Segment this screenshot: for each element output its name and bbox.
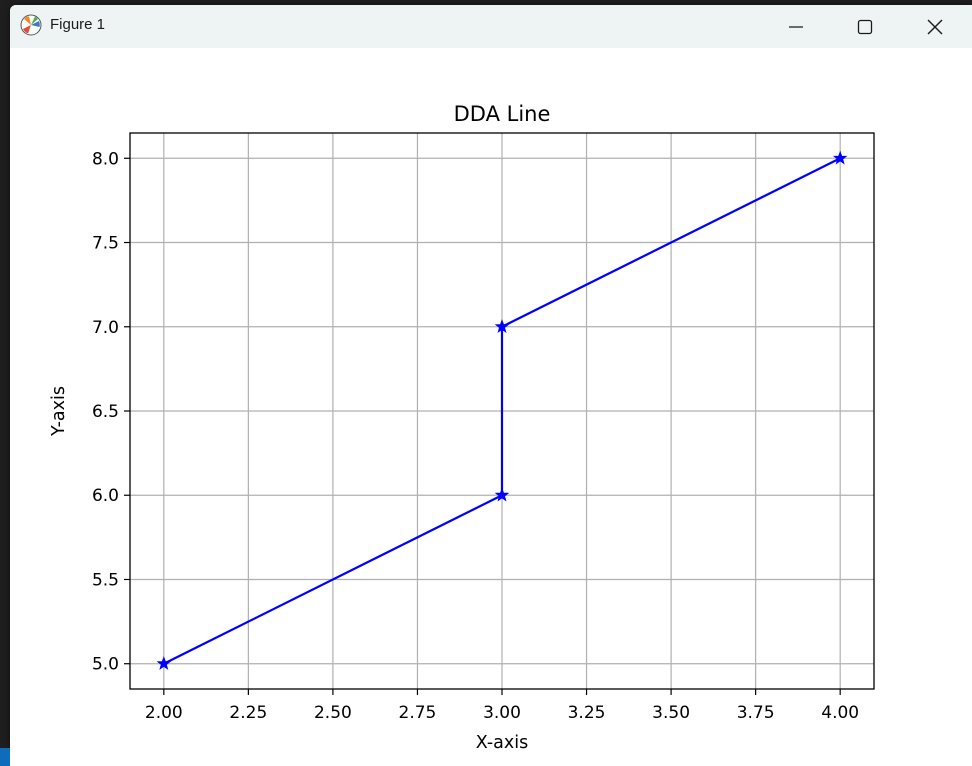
data-point-star [494,319,510,333]
y-tick-label: 7.5 [92,234,119,254]
maximize-button[interactable] [842,5,888,48]
data-point-star [832,150,848,165]
title-bar[interactable]: Figure 1 [10,5,972,48]
taskbar-edge [0,748,10,766]
y-tick-label: 7.0 [92,318,119,338]
data-point-star [156,656,172,670]
x-tick-label: 3.25 [568,703,606,723]
ticks: 2.00 2.25 2.50 2.75 3.00 3.25 3.50 3.75 4.00 5.0 5… [92,149,859,723]
x-tick-label: 3.50 [652,703,690,723]
minimize-icon [789,25,803,28]
y-tick-label: 5.0 [92,655,119,675]
close-icon [927,19,943,34]
y-axis-label: Y-axis [49,386,69,437]
y-tick-label: 6.5 [92,402,119,422]
window-title: Figure 1 [50,16,106,33]
y-tick-label: 6.0 [92,486,119,506]
series-line [163,157,841,665]
series-layer [156,150,848,670]
x-tick-label: 2.50 [314,703,352,723]
matplotlib-icon [20,14,42,36]
chart-title: DDA Line [454,102,551,126]
data-point-star [494,487,510,502]
x-tick-label: 3.75 [737,703,775,723]
figure-window: Figure 1 2.00 2.25 2.50 2.75 3.00 3.25 3.50 3.7… [10,5,972,766]
x-axis-label: X-axis [476,733,529,753]
minimize-button[interactable] [773,5,819,48]
close-button[interactable] [912,5,958,48]
x-tick-label: 2.25 [229,703,267,723]
plot-canvas: 2.00 2.25 2.50 2.75 3.00 3.25 3.50 3.75 4.00 5.0 5… [49,102,875,753]
maximize-icon [857,19,873,34]
y-tick-label: 8.0 [92,149,119,169]
y-tick-label: 5.5 [92,570,119,590]
x-tick-label: 2.00 [145,703,183,723]
x-tick-label: 3.00 [483,703,521,723]
x-tick-label: 2.75 [399,703,437,723]
x-tick-label: 4.00 [821,703,859,723]
